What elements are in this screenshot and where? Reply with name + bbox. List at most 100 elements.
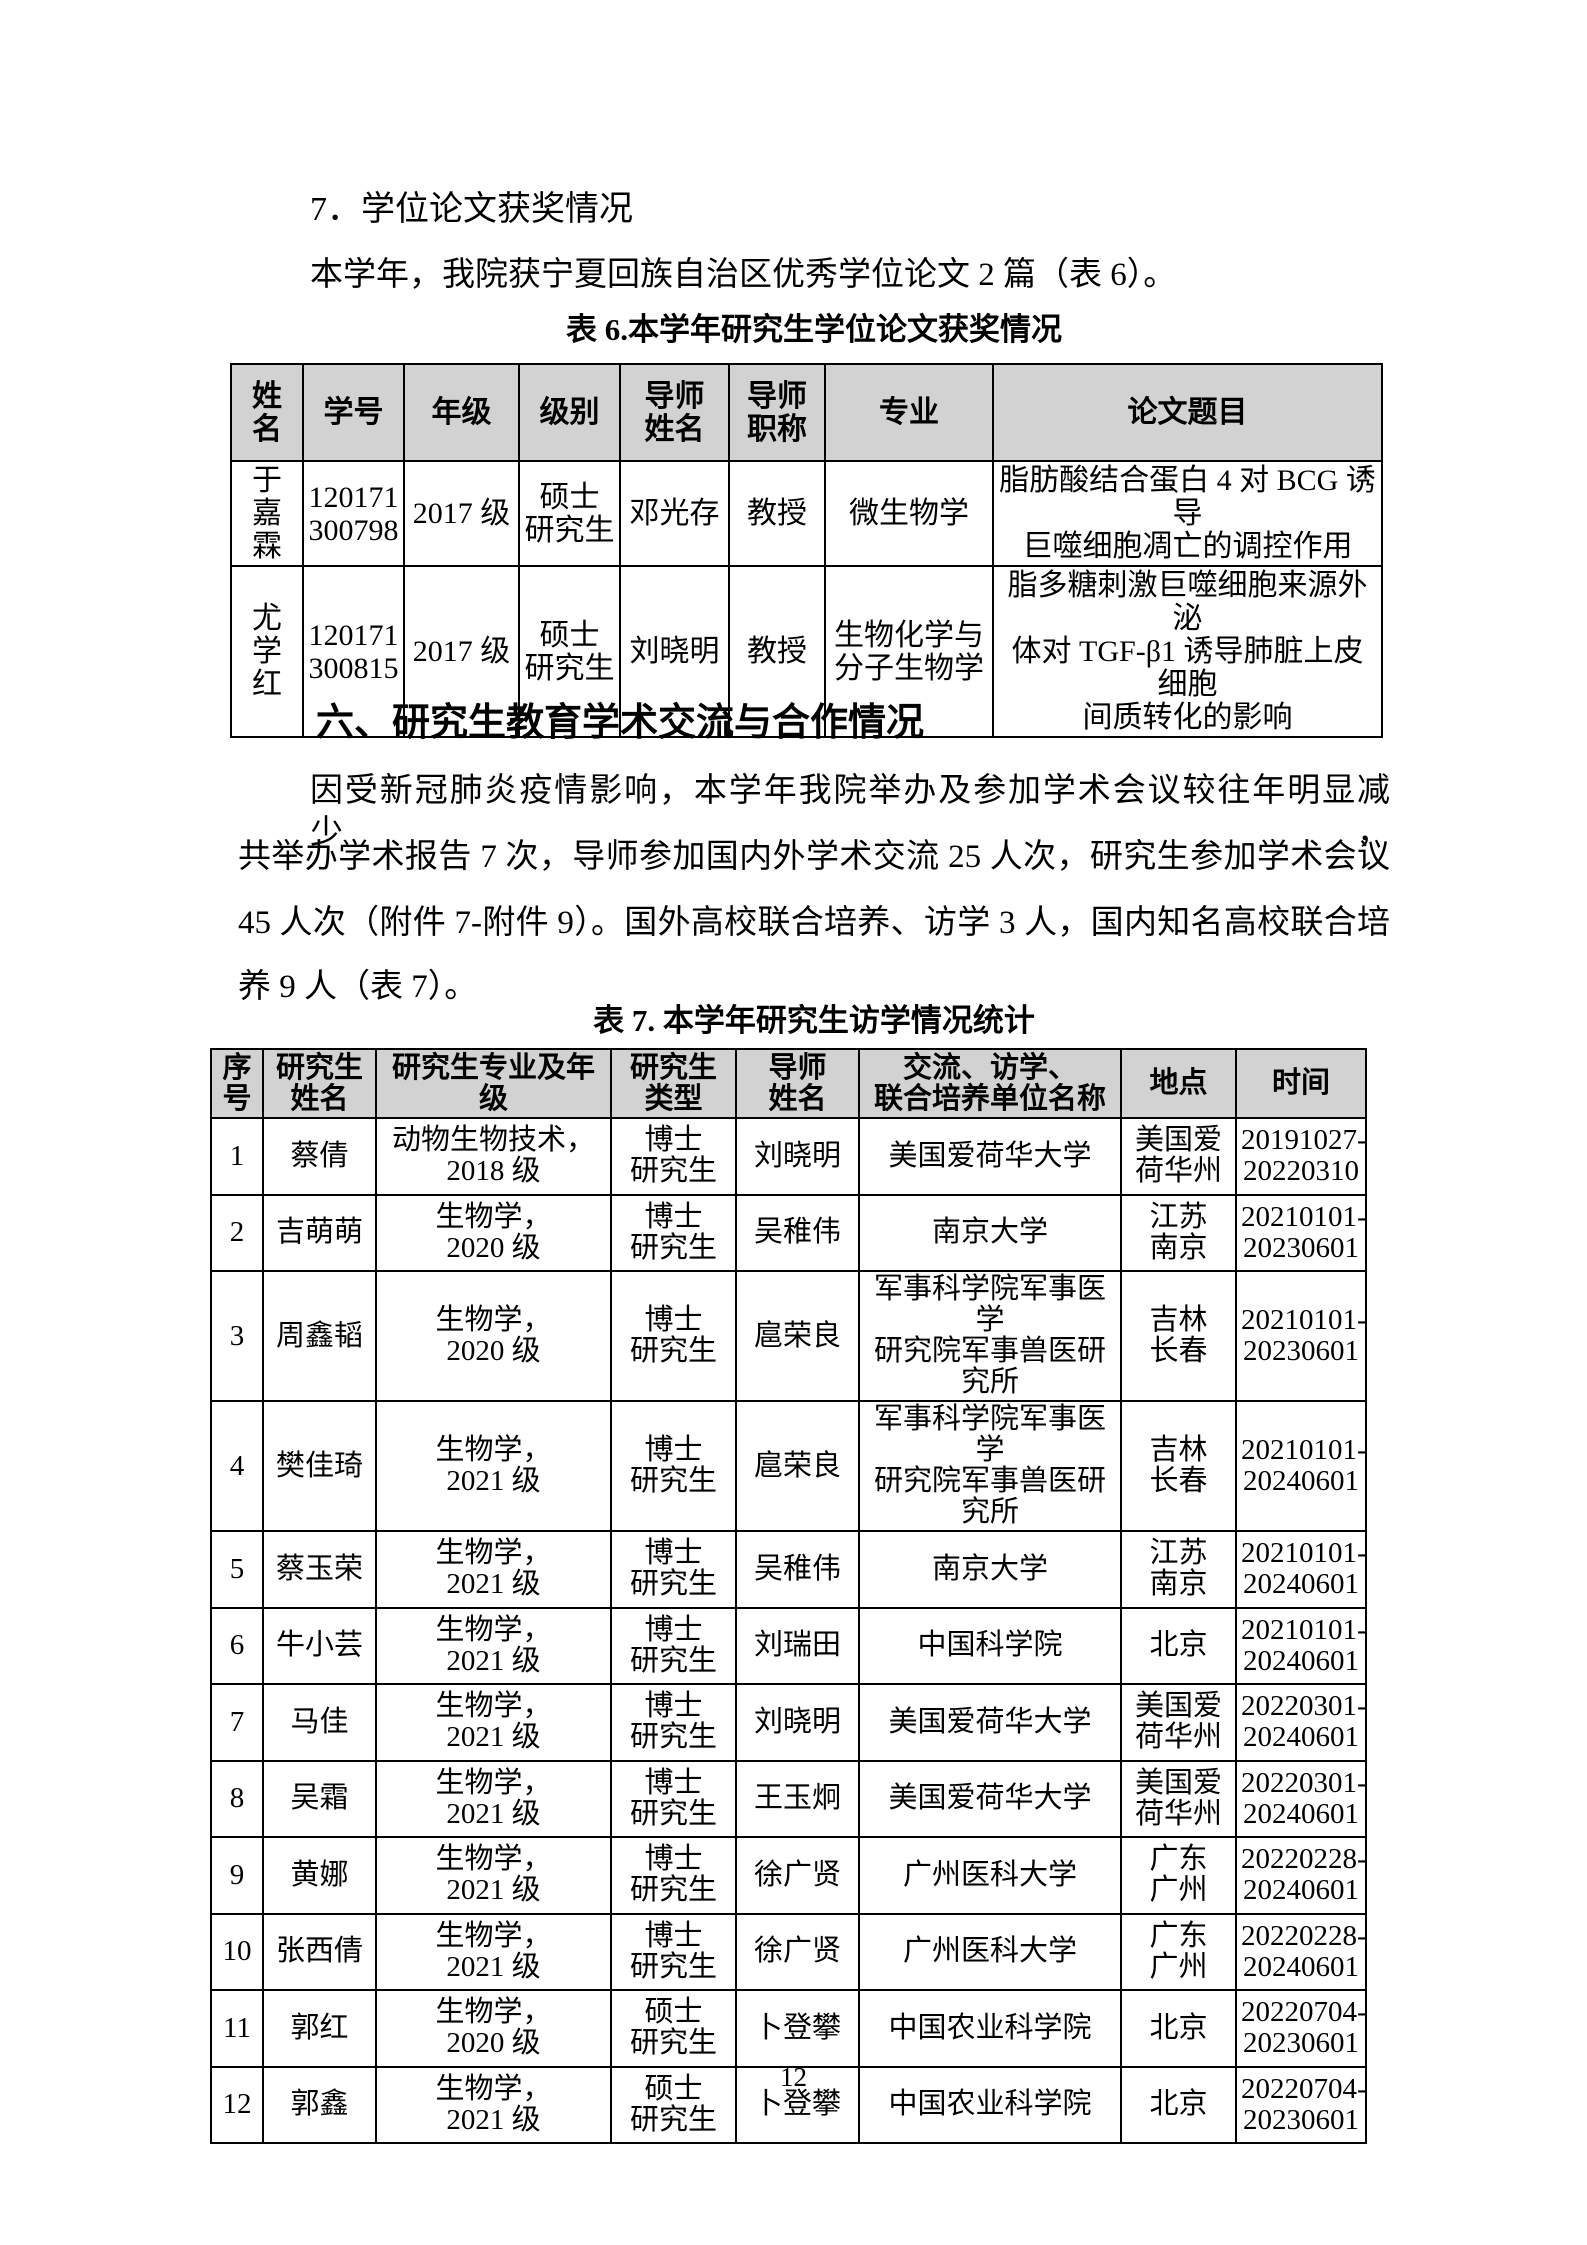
header-cell: 地点 [1120,1048,1237,1119]
header-cell: 序 号 [210,1048,264,1119]
table-row: 12 郭鑫 生物学， 2021 级硕士 研究生 卜登攀 中国农业科学院 北京 2022070… [210,2065,1367,2144]
table-cell: 吉萌萌 [262,1193,377,1272]
table-cell: 郭鑫 [262,2065,377,2144]
table-cell: 生物化学与 分子生物学 [824,565,994,738]
table-cell: 军事科学院军事医学 研究院军事兽医研究所 [858,1400,1122,1532]
table-cell: 樊佳琦 [262,1400,377,1532]
table-cell: 1 [210,1117,264,1196]
table-cell: 生物学， 2021 级 [375,2065,612,2144]
table-cell: 博士 研究生 [610,1400,737,1532]
table-cell: 动物生物技术， 2018 级 [375,1117,612,1196]
table-row: 6 牛小芸 生物学， 2021 级博士 研究生 刘瑞田 中国科学院 北京 20210101-… [210,1606,1367,1685]
header-cell: 导师 姓名 [619,363,730,462]
table-cell: 中国农业科学院 [858,1989,1122,2068]
table-cell: 扈荣良 [735,1270,860,1402]
table-cell: 江苏 南京 [1120,1193,1237,1272]
table6-body: 于 嘉 霖 120171 300798 2017 级硕士 研究生 邓光存 教授 微生物学脂… [230,460,1383,738]
header-row: 序 号研究生 姓名 研究生专业及年级 研究生 类型 导师 姓名 交流、访学、 联合培养单… [210,1048,1367,1119]
table-cell: 徐广贤 [735,1836,860,1915]
table-cell: 蔡玉荣 [262,1530,377,1609]
table-cell: 美国爱 荷华州 [1120,1759,1237,1838]
exchange-paragraph-line: 共举办学术报告 7 次，导师参加国内外学术交流 25 人次，研究生参加学术会议 [238,839,1390,875]
table-cell: 广州医科大学 [858,1912,1122,1991]
table-cell: 军事科学院军事医学 研究院军事兽医研究所 [858,1270,1122,1402]
table-cell: 8 [210,1759,264,1838]
table-cell: 郭红 [262,1989,377,2068]
table-cell: 教授 [728,565,826,738]
table6-caption: 表 6.本学年研究生学位论文获奖情况 [566,312,1062,347]
table-cell: 生物学， 2021 级 [375,1530,612,1609]
table-cell: 美国爱荷华大学 [858,1683,1122,1762]
table-cell: 卜登攀 [735,1989,860,2068]
table-cell: 刘瑞田 [735,1606,860,1685]
exchange-paragraph-line: 因受新冠肺炎疫情影响，本学年我院举办及参加学术会议较往年明显减少， [310,773,1390,851]
header-cell: 时间 [1235,1048,1367,1119]
table-cell: 6 [210,1606,264,1685]
table-cell: 周鑫韬 [262,1270,377,1402]
table-cell: 20191027- 20220310 [1235,1117,1367,1196]
table-cell: 硕士 研究生 [610,1989,737,2068]
table-cell: 生物学， 2021 级 [375,1836,612,1915]
header-cell: 研究生 类型 [610,1048,737,1119]
table-cell: 120171 300798 [302,460,405,567]
table-cell: 刘晓明 [735,1683,860,1762]
table-cell: 5 [210,1530,264,1609]
table-cell: 广东 广州 [1120,1912,1237,1991]
table-cell: 美国爱荷华大学 [858,1759,1122,1838]
table-cell: 吉林 长春 [1120,1400,1237,1532]
table-row: 于 嘉 霖 120171 300798 2017 级硕士 研究生 邓光存 教授 微生物学脂… [230,460,1383,567]
table-cell: 吉林 长春 [1120,1270,1237,1402]
table-cell: 徐广贤 [735,1912,860,1991]
header-cell: 专业 [824,363,994,462]
header-row: 姓 名学号 年级 级别 导师 姓名 导师 职称 专业 论文题目 [230,363,1383,462]
table-cell: 20210101- 20240601 [1235,1606,1367,1685]
table-cell: 美国爱荷华大学 [858,1117,1122,1196]
exchange-paragraph-line: 养 9 人（表 7）。 [238,969,478,1005]
table-cell: 南京大学 [858,1193,1122,1272]
header-cell: 学号 [302,363,405,462]
table-cell: 生物学， 2021 级 [375,1606,612,1685]
table-row: 1 蔡倩 动物生物技术， 2018 级博士 研究生 刘晓明 美国爱荷华大学 美国爱 荷华州… [210,1117,1367,1196]
table-cell: 硕士 研究生 [610,2065,737,2144]
table-row: 7 马佳 生物学， 2021 级博士 研究生 刘晓明 美国爱荷华大学 美国爱 荷华州 202… [210,1683,1367,1762]
table-cell: 江苏 南京 [1120,1530,1237,1609]
table-cell: 硕士 研究生 [518,460,621,567]
table-cell: 3 [210,1270,264,1402]
table-row: 3 周鑫韬 生物学， 2020 级博士 研究生 扈荣良 军事科学院军事医学 研究院军事兽… [210,1270,1367,1402]
award-paragraph: 本学年，我院获宁夏回族自治区优秀学位论文 2 篇（表 6）。 [310,257,1177,293]
table-cell: 尤 学 红 [230,565,304,738]
table7-caption: 表 7. 本学年研究生访学情况统计 [593,1003,1035,1038]
table-row: 9 黄娜 生物学， 2021 级博士 研究生 徐广贤 广州医科大学 广东 广州 202202… [210,1836,1367,1915]
table-cell: 11 [210,1989,264,2068]
table-cell: 刘晓明 [735,1117,860,1196]
table-cell: 2017 级 [403,460,520,567]
table-row: 8 吴霜 生物学， 2021 级博士 研究生 王玉炯 美国爱荷华大学 美国爱 荷华州 202… [210,1759,1367,1838]
table-cell: 博士 研究生 [610,1117,737,1196]
thesis-award-table: 姓 名学号 年级 级别 导师 姓名 导师 职称 专业 论文题目 于 嘉 霖 120171 30… [230,363,1383,738]
table-cell: 20210101- 20230601 [1235,1270,1367,1402]
table-cell: 吴稚伟 [735,1530,860,1609]
table-cell: 卜登攀 [735,2065,860,2144]
table-cell: 20210101- 20240601 [1235,1530,1367,1609]
table-cell: 邓光存 [619,460,730,567]
header-cell: 论文题目 [992,363,1383,462]
header-cell: 导师 职称 [728,363,826,462]
table-cell: 刘晓明 [619,565,730,738]
table-cell: 广州医科大学 [858,1836,1122,1915]
header-cell: 年级 [403,363,520,462]
table7-body: 1 蔡倩 动物生物技术， 2018 级博士 研究生 刘晓明 美国爱荷华大学 美国爱 荷华州… [210,1117,1367,2144]
table-cell: 7 [210,1683,264,1762]
table-row: 11 郭红 生物学， 2020 级硕士 研究生 卜登攀 中国农业科学院 北京 2022070… [210,1989,1367,2068]
table-cell: 扈荣良 [735,1400,860,1532]
table-cell: 20220301- 20240601 [1235,1759,1367,1838]
table-cell: 微生物学 [824,460,994,567]
table-cell: 20220228- 20240601 [1235,1912,1367,1991]
table-cell: 脂多糖刺激巨噬细胞来源外泌 体对 TGF-β1 诱导肺脏上皮细胞 间质转化的影响 [992,565,1383,738]
table-cell: 吴稚伟 [735,1193,860,1272]
table-row: 10 张西倩 生物学， 2021 级博士 研究生 徐广贤 广州医科大学 广东 广州 2022… [210,1912,1367,1991]
table-cell: 吴霜 [262,1759,377,1838]
exchange-paragraph-line: 45 人次（附件 7-附件 9）。国外高校联合培养、访学 3 人，国内知名高校联… [238,905,1390,941]
table-cell: 9 [210,1836,264,1915]
table-cell: 2 [210,1193,264,1272]
section-heading-exchange: 六、研究生教育学术交流与合作情况 [316,702,925,744]
